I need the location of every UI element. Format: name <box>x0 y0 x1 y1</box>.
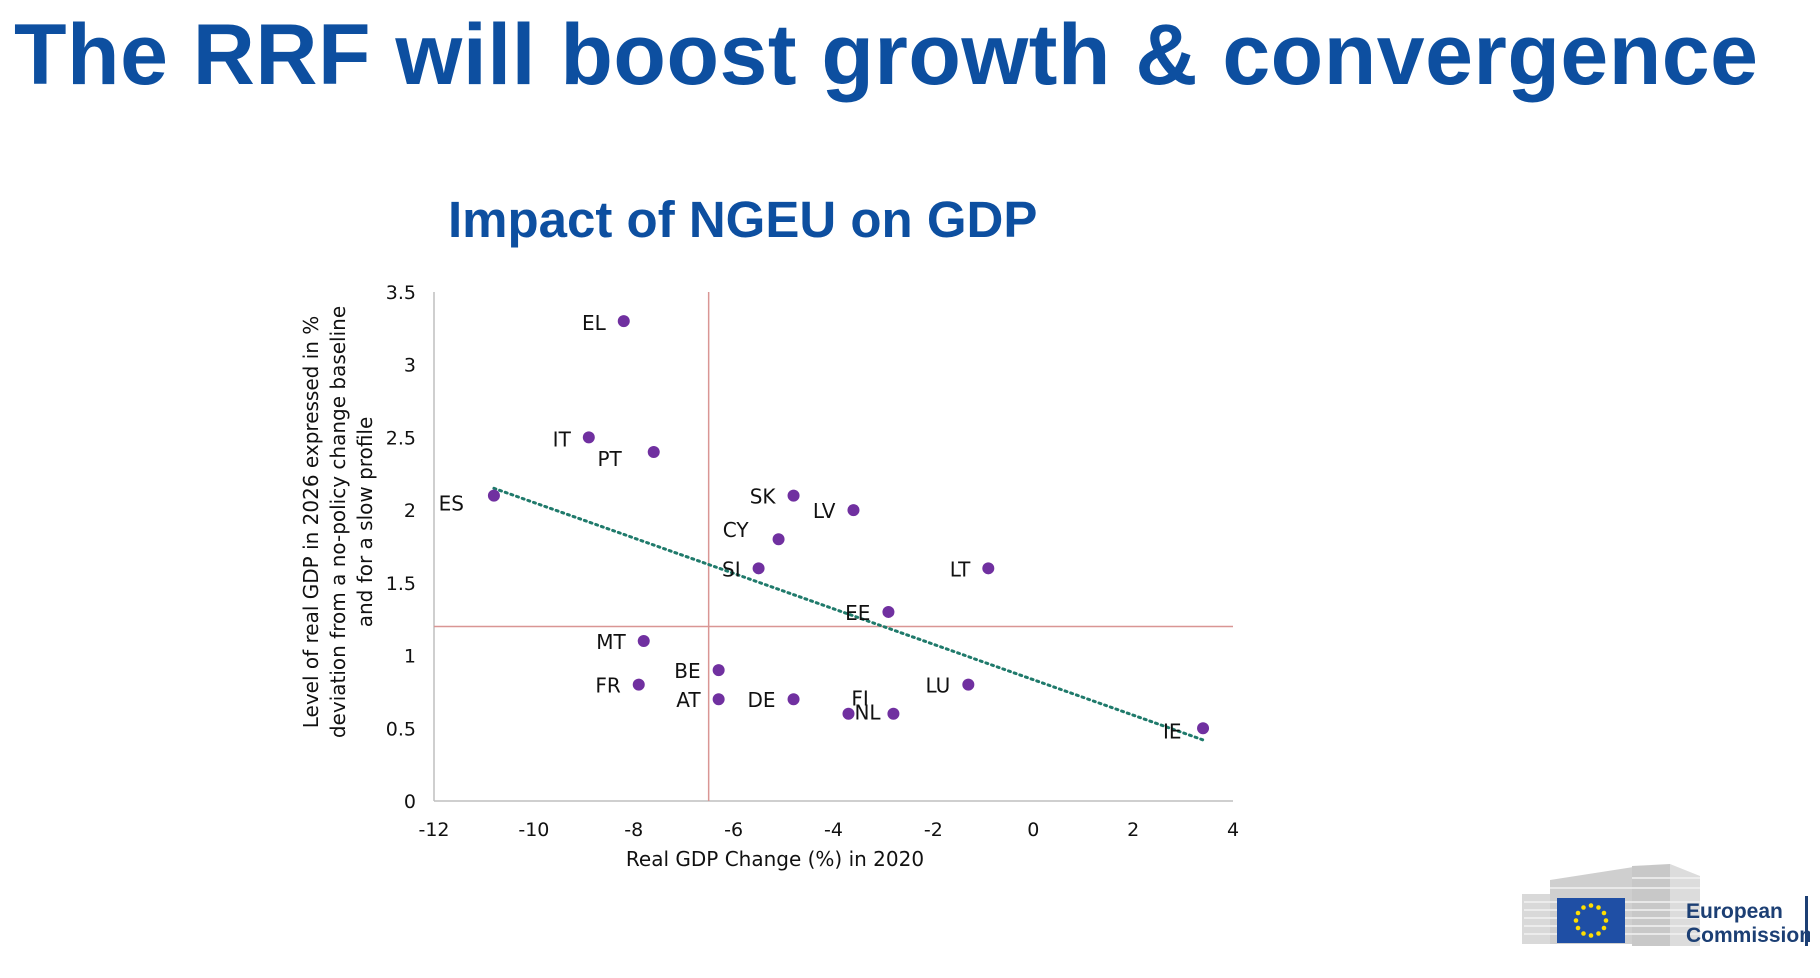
data-point-label: IE <box>1163 719 1182 743</box>
flag-star <box>1601 910 1607 916</box>
data-point-ee: EE <box>845 601 895 625</box>
data-point-marker <box>787 693 800 706</box>
y-axis-title-line-2: deviation from a no-policy change baseli… <box>326 306 350 738</box>
data-point-it: IT <box>553 427 595 451</box>
x-tick-label: -6 <box>724 819 743 841</box>
data-point-es: ES <box>439 489 500 516</box>
data-point-marker <box>772 533 785 546</box>
x-tick-label: -8 <box>624 819 643 841</box>
y-axis-title-line-3: and for a slow profile <box>353 417 377 628</box>
data-point-lt: LT <box>950 557 995 581</box>
data-point-si: SI <box>722 557 765 581</box>
data-point-label: EE <box>845 601 870 625</box>
data-point-marker <box>882 605 895 618</box>
x-tick-label: -10 <box>518 819 549 841</box>
data-point-label: SI <box>722 557 741 581</box>
data-point-label: IT <box>553 427 572 451</box>
x-axis-title: Real GDP Change (%) in 2020 <box>626 847 924 871</box>
y-axis-title: Level of real GDP in 2026 expressed in %… <box>299 306 377 738</box>
data-point-marker <box>632 678 645 691</box>
flag-star <box>1573 918 1579 923</box>
data-point-marker <box>752 562 765 575</box>
european-commission-logo: European Commission <box>1522 864 1810 947</box>
chart-title: Impact of NGEU on GDP <box>448 191 1038 248</box>
data-point-cy: CY <box>723 518 785 546</box>
x-tick-label: 4 <box>1227 819 1239 841</box>
data-point-marker <box>487 489 500 502</box>
data-point-at: AT <box>676 688 725 712</box>
data-point-lv: LV <box>813 499 860 523</box>
data-point-lu: LU <box>926 674 975 698</box>
x-tick-label: -12 <box>418 819 449 841</box>
data-point-ie: IE <box>1163 719 1210 743</box>
y-tick-label: 2.5 <box>386 427 416 449</box>
flag-star <box>1575 910 1581 916</box>
flag-star <box>1601 925 1607 931</box>
y-tick-label: 0 <box>404 791 416 813</box>
flag-star <box>1575 925 1581 931</box>
data-point-label: ES <box>439 492 464 516</box>
data-point-marker <box>787 489 800 502</box>
data-point-label: BE <box>674 659 700 683</box>
data-point-de: DE <box>748 688 800 712</box>
y-axis-title-line-1: Level of real GDP in 2026 expressed in % <box>299 316 323 729</box>
flag-star <box>1603 918 1609 923</box>
data-point-pt: PT <box>597 445 660 471</box>
data-point-marker <box>847 504 860 517</box>
data-point-marker <box>842 707 855 720</box>
logo-line-2: Commission <box>1686 924 1810 947</box>
flag-star <box>1588 903 1594 908</box>
x-tick-label: -2 <box>924 819 943 841</box>
data-point-mt: MT <box>596 630 650 654</box>
y-tick-label: 1 <box>404 646 416 668</box>
data-point-label: FI <box>851 687 868 711</box>
data-point-marker <box>962 678 975 691</box>
flag-star <box>1596 905 1601 910</box>
data-point-label: DE <box>748 688 776 712</box>
y-tick-label: 1.5 <box>386 573 416 595</box>
data-point-label: PT <box>597 447 622 471</box>
y-tick-label: 3 <box>404 355 416 377</box>
data-point-nl: NL <box>842 701 881 725</box>
data-point-label: SK <box>750 485 777 509</box>
y-tick-label: 2 <box>404 500 416 522</box>
flag-star <box>1581 931 1586 936</box>
data-point-label: NL <box>854 701 881 725</box>
flag-star <box>1588 933 1594 938</box>
data-point-marker <box>637 635 650 648</box>
data-point-label: FR <box>595 674 621 698</box>
data-point-marker <box>712 693 725 706</box>
data-point-label: CY <box>723 518 750 542</box>
x-tick-label: 0 <box>1027 819 1039 841</box>
data-point-marker <box>647 445 660 458</box>
logo-line-1: European <box>1686 900 1783 923</box>
flag-star <box>1596 931 1601 936</box>
data-point-el: EL <box>582 311 630 335</box>
data-point-marker <box>582 431 595 444</box>
data-point-label: AT <box>676 688 701 712</box>
data-point-be: BE <box>674 659 725 683</box>
data-point-marker <box>1197 722 1210 735</box>
data-point-marker <box>617 315 630 328</box>
data-point-fi: FI <box>851 687 900 720</box>
data-point-label: MT <box>596 630 626 654</box>
data-point-sk: SK <box>750 485 800 509</box>
x-tick-label: 2 <box>1127 819 1139 841</box>
data-point-label: LV <box>813 499 836 523</box>
y-tick-label: 3.5 <box>386 282 416 304</box>
data-point-fr: FR <box>595 674 645 698</box>
slide-title: The RRF will boost growth & convergence <box>14 7 1759 103</box>
flag-star <box>1581 905 1586 910</box>
data-point-label: EL <box>582 311 607 335</box>
x-tick-label: -4 <box>824 819 843 841</box>
data-point-marker <box>887 707 900 720</box>
trendline <box>492 486 1205 742</box>
data-point-label: LT <box>950 557 971 581</box>
y-tick-label: 0.5 <box>386 718 416 740</box>
data-point-marker <box>712 664 725 677</box>
data-point-label: LU <box>926 674 951 698</box>
data-point-marker <box>982 562 995 575</box>
